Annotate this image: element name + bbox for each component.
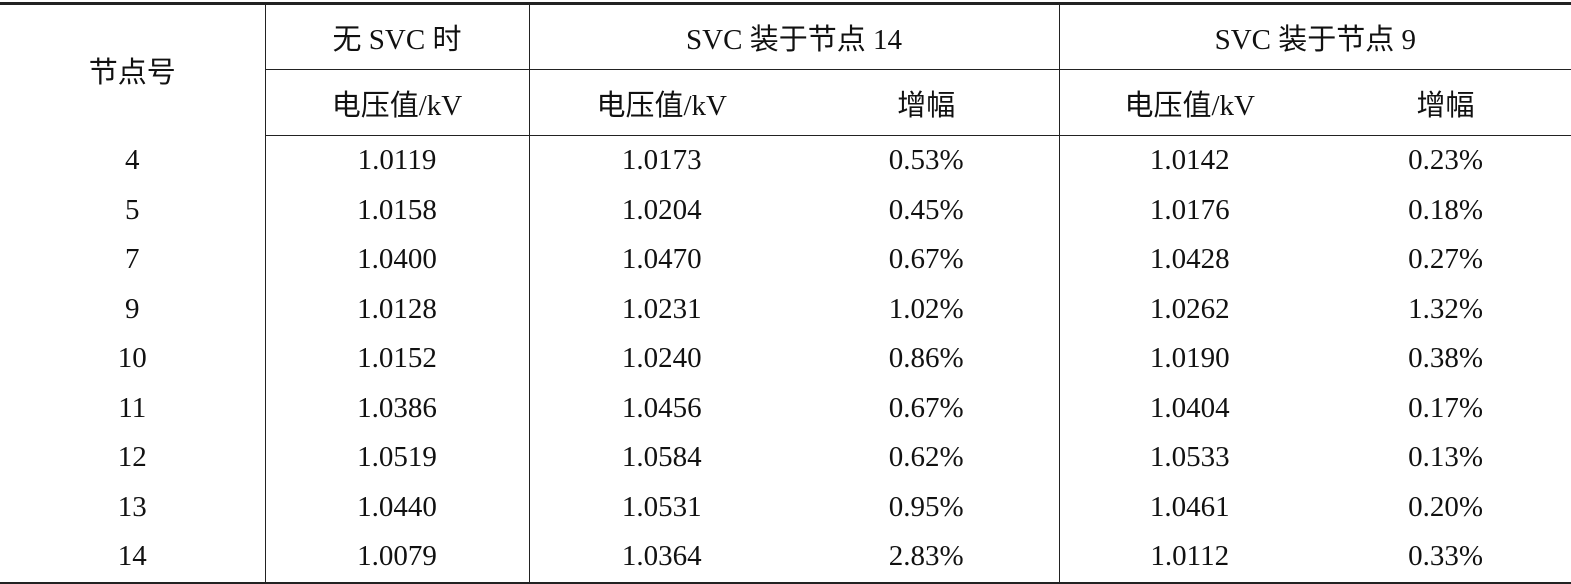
table-cell: 1.0533 <box>1058 433 1321 483</box>
table-cell: 1.0262 <box>1058 284 1321 334</box>
table-cell: 1.0400 <box>264 235 529 285</box>
table-row: 9 1.0128 1.0231 1.02% 1.0262 1.32% <box>0 284 1571 334</box>
group-header: SVC 装于节点 14 <box>528 3 1060 70</box>
table-cell: 0.95% <box>888 490 964 523</box>
table-cell: 2.83% <box>888 540 964 573</box>
table-cell: 0.53% <box>888 144 964 177</box>
table-cell: 1.0204 <box>528 185 794 235</box>
sub-header: 电压值/kV <box>264 69 529 136</box>
table-cell: 0.23% <box>1408 144 1483 177</box>
table-cell: 1.0404 <box>1058 383 1321 433</box>
table-cell: 1.0142 <box>1058 135 1321 186</box>
table-cell: 0.67% <box>888 243 964 276</box>
group-header: 无 SVC 时 <box>264 3 529 70</box>
table-cell: 1.0231 <box>528 284 794 334</box>
table-cell: 13 <box>117 490 147 523</box>
table-cell: 1.0112 <box>1058 532 1321 583</box>
table-cell: 0.86% <box>888 342 964 375</box>
table-cell: 0.17% <box>1408 391 1483 424</box>
table-row: 11 1.0386 1.0456 0.67% 1.0404 0.17% <box>0 383 1571 433</box>
table-cell: 1.0152 <box>264 334 529 384</box>
table-row: 12 1.0519 1.0584 0.62% 1.0533 0.13% <box>0 433 1571 483</box>
table-cell: 1.0240 <box>528 334 794 384</box>
table-cell: 4 <box>125 144 140 176</box>
table-cell: 1.0531 <box>528 482 794 532</box>
table-row: 7 1.0400 1.0470 0.67% 1.0428 0.27% <box>0 235 1571 285</box>
table-cell: 1.0176 <box>1058 185 1321 235</box>
table-cell: 0.45% <box>888 193 964 226</box>
table-row: 10 1.0152 1.0240 0.86% 1.0190 0.38% <box>0 334 1571 384</box>
table-cell: 1.32% <box>1408 292 1483 325</box>
table-cell: 1.0190 <box>1058 334 1321 384</box>
table-cell: 1.02% <box>888 292 964 325</box>
table-cell: 1.0158 <box>264 185 529 235</box>
table-cell: 14 <box>117 540 147 573</box>
table-cell: 12 <box>117 441 147 474</box>
table-cell: 1.0386 <box>264 383 529 433</box>
table-cell: 1.0079 <box>264 532 529 583</box>
table-cell: 0.20% <box>1408 490 1483 523</box>
table-cell: 11 <box>118 391 147 424</box>
header-cell: 节点号 <box>88 57 176 90</box>
table-cell: 1.0173 <box>528 135 794 186</box>
sub-header: 电压值/kV <box>1058 69 1321 136</box>
table-row: 14 1.0079 1.0364 2.83% 1.0112 0.33% <box>0 532 1571 583</box>
table-cell: 0.67% <box>888 391 964 424</box>
table-cell: 5 <box>125 193 140 226</box>
table-cell: 1.0440 <box>264 482 529 532</box>
table-cell: 10 <box>117 342 147 375</box>
table-cell: 1.0461 <box>1058 482 1321 532</box>
table-cell: 0.62% <box>888 441 964 474</box>
table-cell: 0.27% <box>1408 243 1483 276</box>
table-cell: 1.0519 <box>264 433 529 483</box>
table-cell: 9 <box>125 292 140 325</box>
table-cell: 0.13% <box>1408 441 1483 474</box>
group-header: SVC 装于节点 9 <box>1058 3 1571 70</box>
table-cell: 7 <box>125 243 140 276</box>
sub-header: 电压值/kV <box>528 69 794 136</box>
table-body: 4 1.0119 1.0173 0.53% 1.0142 0.23% 5 1.0158 1.02… <box>0 135 1571 583</box>
table-cell: 1.0456 <box>528 383 794 433</box>
sub-header: 增幅 <box>1320 69 1571 136</box>
table-cell: 1.0364 <box>528 532 794 583</box>
table-cell: 1.0428 <box>1058 235 1321 285</box>
table-cell: 1.0584 <box>528 433 794 483</box>
sub-header: 增幅 <box>794 69 1060 136</box>
table-cell: 0.38% <box>1408 342 1483 375</box>
table-cell: 1.0128 <box>264 284 529 334</box>
table-cell: 1.0470 <box>528 235 794 285</box>
table-row: 5 1.0158 1.0204 0.45% 1.0176 0.18% <box>0 185 1571 235</box>
table-row: 4 1.0119 1.0173 0.53% 1.0142 0.23% <box>0 135 1571 186</box>
table-row: 13 1.0440 1.0531 0.95% 1.0461 0.20% <box>0 482 1571 532</box>
table-cell: 1.0119 <box>264 135 529 186</box>
table-cell: 0.33% <box>1408 540 1483 573</box>
table-cell: 0.18% <box>1408 193 1483 226</box>
